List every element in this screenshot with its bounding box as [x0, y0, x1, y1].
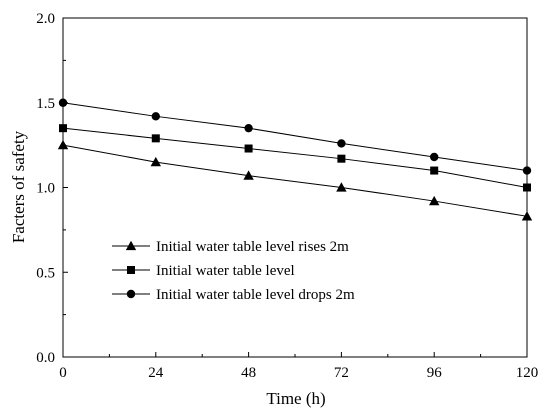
y-tick-label: 0.5	[36, 265, 55, 281]
data-point	[336, 182, 347, 192]
series-square	[59, 124, 531, 192]
legend-item: Initial water table level	[112, 263, 295, 279]
x-tick-label: 96	[427, 365, 443, 381]
series-line	[62, 102, 528, 172]
legend-label: Initial water table level drops 2m	[156, 287, 355, 303]
y-tick-label: 0.0	[36, 350, 55, 366]
x-tick-label: 0	[59, 365, 67, 381]
data-point	[151, 112, 160, 121]
series-circle	[58, 98, 532, 175]
data-point	[430, 152, 439, 162]
data-point	[337, 154, 346, 163]
legend-item: Initial water table level rises 2m	[112, 239, 349, 255]
data-point	[151, 134, 160, 143]
data-point	[57, 139, 69, 150]
x-tick-label: 48	[241, 365, 256, 381]
data-point	[523, 183, 531, 192]
legend-marker	[127, 266, 135, 274]
data-point	[59, 124, 67, 133]
data-point	[521, 211, 533, 221]
series-line	[62, 144, 528, 217]
data-point	[430, 166, 439, 175]
plot-frame	[62, 17, 528, 358]
data-point	[337, 139, 346, 148]
data-point	[429, 195, 440, 206]
legend-marker	[126, 289, 136, 299]
plot-border	[62, 17, 528, 358]
x-tick-label: 120	[516, 365, 539, 381]
data-point	[150, 156, 161, 167]
data-point	[243, 170, 254, 180]
x-tick-label: 24	[148, 365, 164, 381]
y-tick-label: 2.0	[36, 11, 55, 27]
legend-item: Initial water table level drops 2m	[112, 287, 355, 303]
data-point	[58, 98, 68, 107]
x-tick-label: 72	[334, 365, 349, 381]
data-point	[244, 123, 253, 133]
series-line	[62, 127, 528, 188]
y-tick-label: 1.5	[36, 96, 55, 112]
y-tick-label: 1.0	[36, 181, 55, 197]
legend-label: Initial water table level rises 2m	[156, 239, 349, 255]
legend-marker	[125, 240, 137, 251]
y-axis-title: Facters of safety	[9, 130, 28, 243]
y-axis: 0.0 0.5 1.0 1.5 2.0	[36, 11, 68, 366]
legend-label: Initial water table level	[156, 263, 295, 279]
legend: Initial water table level rises 2m Initia…	[112, 239, 355, 303]
x-axis: 0 24 48 72 96 120	[59, 352, 538, 381]
x-axis-title: Time (h)	[266, 389, 325, 408]
series-triangle	[57, 139, 533, 221]
data-point	[244, 144, 253, 153]
data-point	[522, 166, 532, 175]
series-layer	[57, 98, 533, 221]
